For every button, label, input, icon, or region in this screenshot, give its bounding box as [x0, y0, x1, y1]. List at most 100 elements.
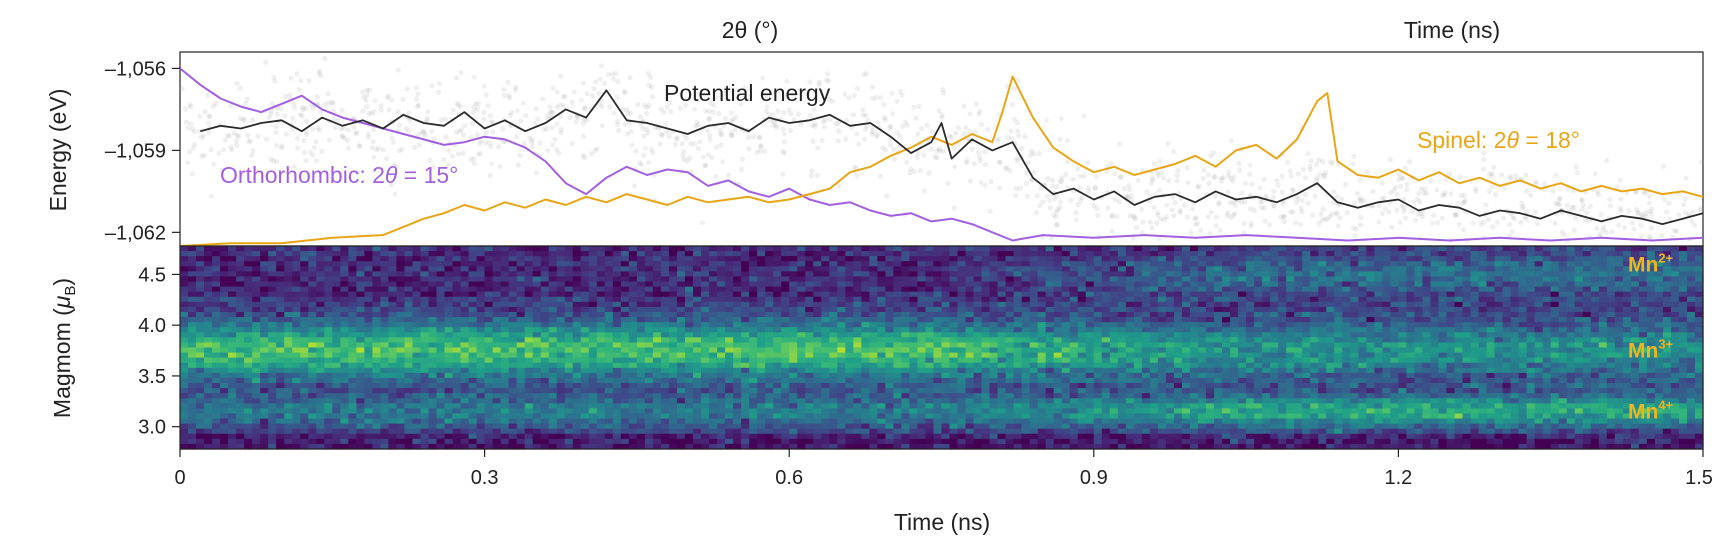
heatmap-cell [220, 256, 229, 262]
heatmap-cell [837, 271, 846, 278]
heatmap-cell [532, 367, 542, 374]
energy-scatter-point [1462, 192, 1468, 198]
energy-scatter-point [1242, 180, 1248, 186]
energy-scatter-point [645, 70, 651, 76]
heatmap-cell [644, 246, 654, 252]
heatmap-cell [652, 332, 662, 338]
heatmap-cell [532, 286, 542, 293]
energy-scatter-point [708, 100, 714, 106]
heatmap-cell [668, 372, 678, 379]
heatmap-cell [548, 413, 558, 420]
heatmap-cell [684, 367, 694, 374]
heatmap-cell [693, 433, 702, 440]
energy-scatter-point [1033, 210, 1039, 216]
heatmap-cell [532, 261, 542, 267]
heatmap-cell [196, 306, 205, 313]
energy-scatter-point [415, 91, 421, 97]
heatmap-cell [717, 261, 726, 267]
heatmap-cell [476, 301, 486, 308]
energy-scatter-point [225, 133, 231, 139]
heatmap-cell [460, 377, 470, 384]
heatmap-cell [356, 317, 365, 323]
heatmap-cell [292, 296, 301, 303]
heatmap-cell [684, 388, 694, 394]
heatmap-cell [668, 306, 678, 313]
heatmap-cell [612, 367, 622, 374]
heatmap-cell [204, 322, 213, 328]
heatmap-cell [204, 357, 213, 364]
energy-scatter-point [1117, 141, 1123, 147]
heatmap-cell [268, 256, 277, 262]
heatmap-cell [308, 393, 317, 399]
heatmap-cell [805, 271, 814, 278]
heatmap-cell [388, 398, 398, 404]
energy-scatter-point [1156, 187, 1162, 193]
heatmap-cell [861, 296, 870, 303]
energy-scatter-point [386, 93, 392, 99]
heatmap-cell [652, 408, 662, 415]
heatmap-cell [709, 377, 718, 384]
energy-scatter-point [1643, 213, 1649, 219]
heatmap-cell [356, 408, 365, 415]
heatmap-cell [596, 418, 606, 425]
heatmap-cell [861, 443, 870, 450]
heatmap-cell [604, 271, 614, 278]
heatmap-cell [404, 433, 414, 440]
heatmap-cell [869, 261, 878, 267]
energy-scatter-point [314, 94, 320, 100]
heatmap-cell [276, 296, 285, 303]
heatmap-cell [797, 423, 806, 430]
energy-scatter-point [558, 130, 564, 136]
heatmap-cell [228, 357, 237, 364]
heatmap-cell [324, 423, 333, 430]
energy-scatter-point [1350, 161, 1356, 167]
heatmap-cell [508, 367, 518, 374]
heatmap-cell [436, 362, 446, 369]
heatmap-cell [725, 332, 734, 338]
heatmap-cell [837, 256, 846, 262]
heatmap-cell [636, 443, 646, 450]
heatmap-cell [316, 317, 325, 323]
heatmap-cell [212, 403, 221, 409]
energy-scatter-point [1310, 212, 1316, 218]
heatmap-cell [837, 266, 846, 272]
energy-scatter-point [554, 147, 560, 153]
heatmap-cell [652, 317, 662, 323]
heatmap-cell [380, 428, 390, 435]
heatmap-cell [412, 428, 422, 435]
heatmap-cell [372, 408, 381, 415]
energy-scatter-point [279, 143, 285, 149]
heatmap-cell [684, 398, 694, 404]
heatmap-cell [588, 296, 598, 303]
heatmap-cell [701, 418, 710, 425]
heatmap-cell [420, 362, 430, 369]
heatmap-cell [829, 413, 838, 420]
heatmap-cell [404, 352, 414, 359]
heatmap-cell [388, 403, 398, 409]
heatmap-cell [388, 281, 398, 288]
heatmap-cell [652, 271, 662, 278]
heatmap-cell [733, 291, 742, 298]
heatmap-cell [268, 261, 277, 267]
heatmap-cell [412, 423, 422, 430]
heatmap-cell [428, 286, 438, 293]
heatmap-cell [684, 266, 694, 272]
heatmap-cell [612, 388, 622, 394]
heatmap-cell [372, 337, 381, 344]
heatmap-cell [268, 342, 277, 349]
heatmap-cell [676, 256, 686, 262]
energy-scatter-point [894, 130, 900, 136]
heatmap-cell [372, 423, 381, 430]
heatmap-cell [668, 357, 678, 364]
heatmap-cell [885, 418, 895, 425]
heatmap-cell [180, 286, 189, 293]
heatmap-cell [556, 428, 566, 435]
heatmap-cell [709, 276, 718, 283]
heatmap-cell [805, 398, 814, 404]
heatmap-cell [284, 337, 293, 344]
energy-scatter-point [1044, 117, 1050, 123]
heatmap-cell [861, 271, 870, 278]
heatmap-cell [236, 337, 245, 344]
heatmap-cell [284, 281, 293, 288]
heatmap-cell [532, 301, 542, 308]
